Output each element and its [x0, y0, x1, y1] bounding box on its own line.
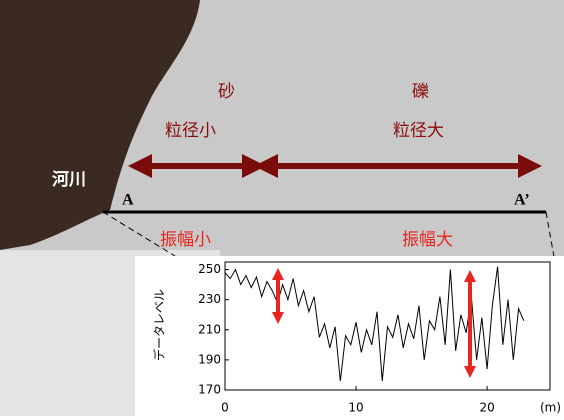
label: 砂: [218, 82, 235, 102]
y-tick-label: 190: [198, 352, 221, 366]
y-tick-label: 230: [198, 292, 221, 306]
label: 河川: [52, 170, 86, 190]
y-tick-label: 250: [198, 262, 221, 276]
label: 振幅大: [402, 230, 453, 250]
y-axis-label: データレベル: [152, 289, 167, 361]
x-tick-label: 0: [221, 401, 229, 415]
label: A: [122, 192, 134, 209]
label: 礫: [412, 82, 429, 102]
label: 粒径大: [393, 121, 444, 141]
x-tick-label: 20: [479, 401, 494, 415]
figure: 砂 粒径小 礫 粒径大 河川 A A’ 振幅小 振幅大 データレベル (m) 1…: [0, 0, 564, 416]
label: 粒径小: [165, 121, 216, 141]
x-tick-label: 10: [348, 401, 363, 415]
y-tick-label: 210: [198, 322, 221, 336]
y-tick-label: 170: [198, 383, 221, 397]
label: 振幅小: [160, 230, 211, 250]
x-unit: (m): [540, 401, 561, 415]
label: A’: [514, 192, 530, 209]
